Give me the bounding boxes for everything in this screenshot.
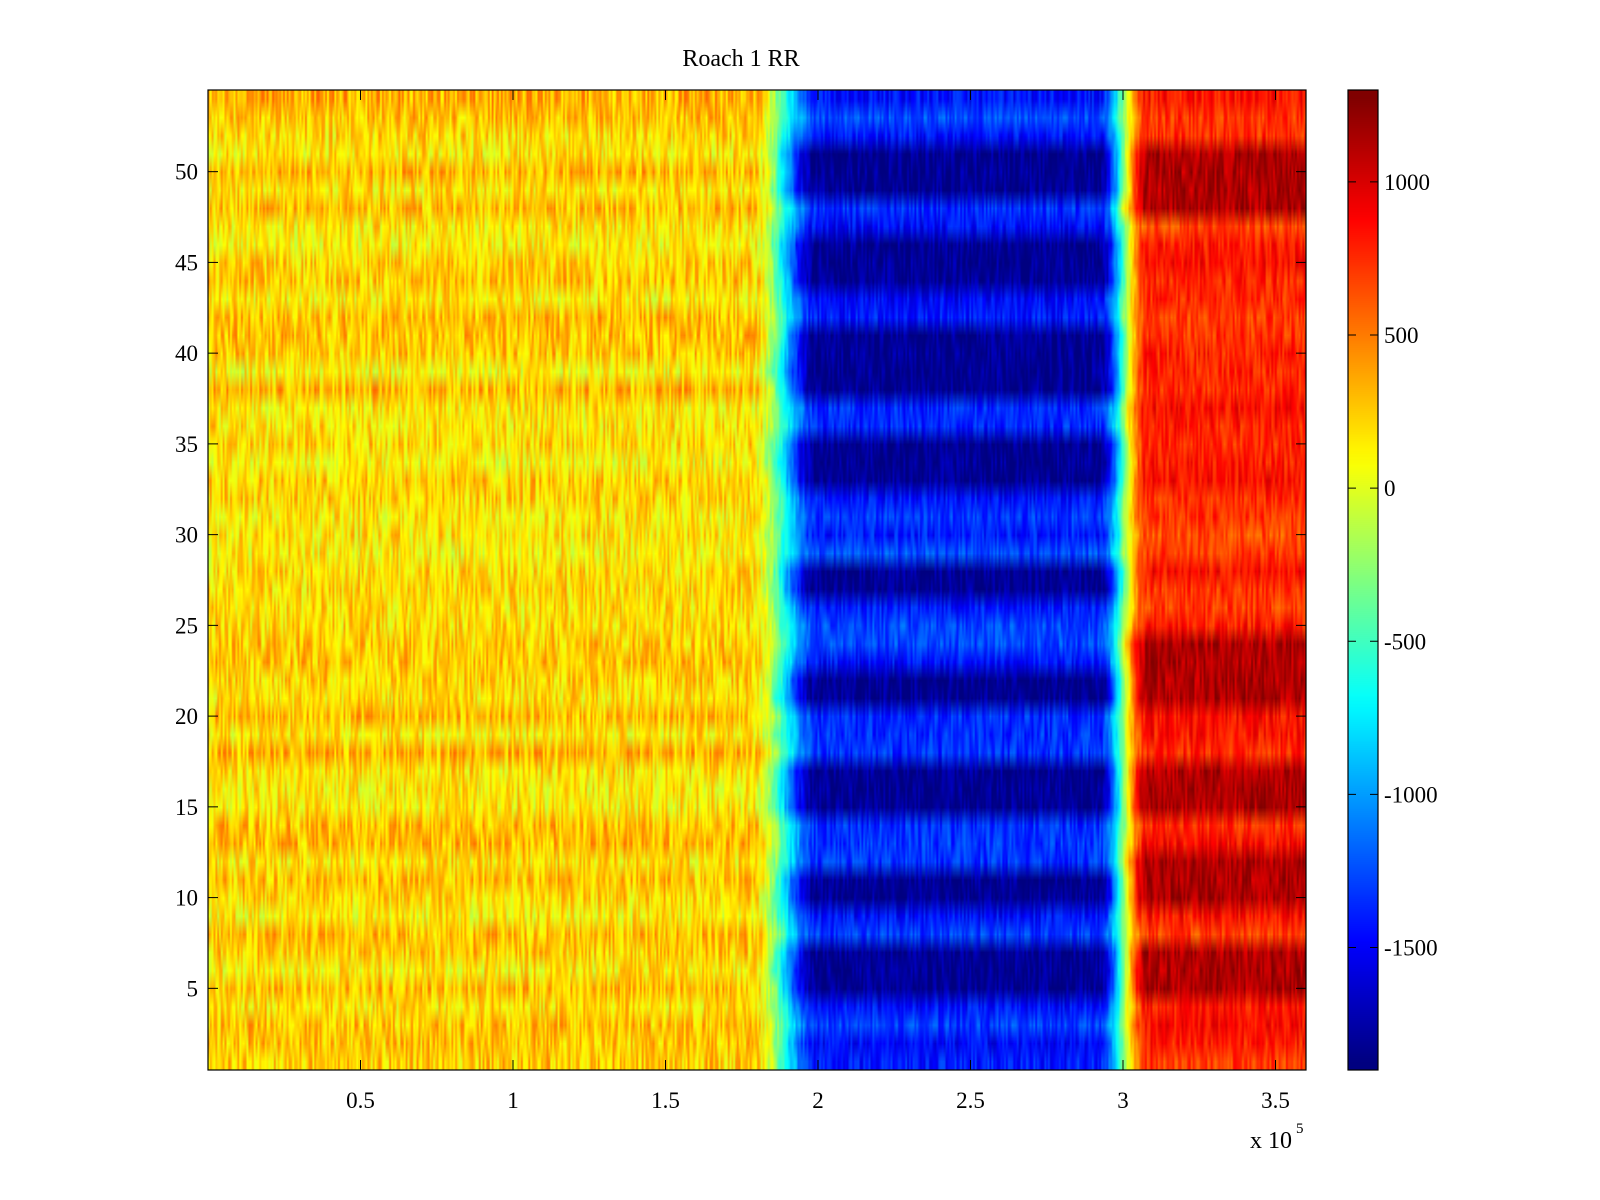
colorbar-tick-label: -500 xyxy=(1384,629,1426,654)
y-tick-label: 25 xyxy=(175,613,198,638)
x-axis-tick-labels: 0.5 1 1.5 2 2.5 3 3.5 xyxy=(346,1088,1290,1113)
x-tick-label: 1.5 xyxy=(651,1088,680,1113)
x-tick-label: 2 xyxy=(812,1088,824,1113)
y-tick-label: 35 xyxy=(175,432,198,457)
colorbar-tick-label: 500 xyxy=(1384,323,1419,348)
x-tick-label: 0.5 xyxy=(346,1088,375,1113)
y-tick-label: 15 xyxy=(175,795,198,820)
colorbar-tick-label: -1500 xyxy=(1384,936,1438,961)
colorbar-gradient xyxy=(1348,90,1378,1070)
colorbar-tick-labels: 1000 500 0 -500 -1000 -1500 xyxy=(1384,170,1438,961)
y-tick-label: 50 xyxy=(175,160,198,185)
colorbar-tick-label: 1000 xyxy=(1384,170,1430,195)
x-axis-multiplier: x 10 5 xyxy=(1250,1121,1304,1154)
colorbar: 1000 500 0 -500 -1000 -1500 xyxy=(1347,89,1438,1071)
y-tick-label: 10 xyxy=(175,886,198,911)
y-tick-label: 20 xyxy=(175,704,198,729)
y-tick-label: 5 xyxy=(187,976,199,1001)
heatmap-image xyxy=(208,90,1306,1070)
heatmap-axis-ticks xyxy=(208,90,1306,1070)
x-tick-label: 1 xyxy=(507,1088,519,1113)
y-tick-label: 30 xyxy=(175,523,198,548)
x-tick-label: 2.5 xyxy=(956,1088,985,1113)
chart-title: Roach 1 RR xyxy=(682,46,799,72)
colorbar-tick-label: 0 xyxy=(1384,476,1396,501)
y-axis-tick-labels: 5 10 15 20 25 30 35 40 45 50 xyxy=(175,160,198,1002)
colorbar-ticks xyxy=(1348,181,1378,948)
heatmap-plot xyxy=(207,89,1307,1071)
x-axis-multiplier-base: x 10 xyxy=(1250,1128,1292,1154)
colorbar-tick-label: -1000 xyxy=(1384,782,1438,807)
x-tick-label: 3.5 xyxy=(1261,1088,1290,1113)
colorbar-frame xyxy=(1347,89,1379,1071)
x-tick-label: 3 xyxy=(1117,1088,1129,1113)
y-tick-label: 45 xyxy=(175,250,198,275)
x-axis-multiplier-exponent: 5 xyxy=(1296,1121,1304,1137)
y-tick-label: 40 xyxy=(175,341,198,366)
heatmap-axes-frame xyxy=(207,89,1307,1071)
